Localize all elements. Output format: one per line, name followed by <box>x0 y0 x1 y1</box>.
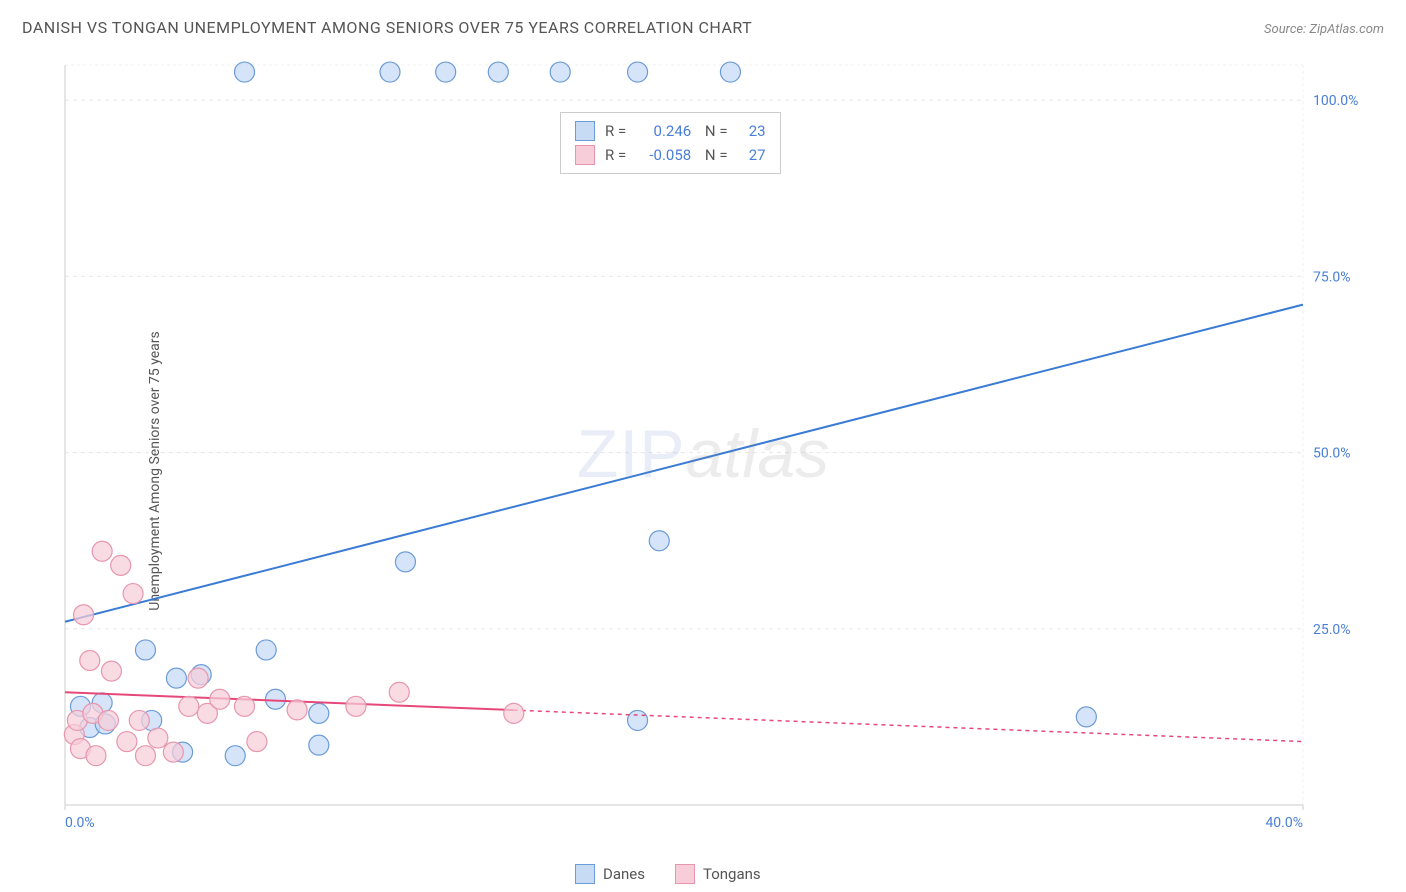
series-swatch <box>575 145 595 165</box>
stat-r-value: 0.246 <box>636 119 691 143</box>
legend-swatch <box>675 864 695 884</box>
stat-n-label: N = <box>701 119 727 143</box>
legend: Danes Tongans <box>575 864 761 884</box>
stats-box: R = 0.246 N = 23 R = -0.058 N = 27 <box>560 112 781 174</box>
stats-row: R = 0.246 N = 23 <box>575 119 766 143</box>
legend-label: Tongans <box>703 865 761 883</box>
stat-n-value: 23 <box>738 119 766 143</box>
svg-text:50.0%: 50.0% <box>1313 446 1351 462</box>
svg-text:75.0%: 75.0% <box>1313 269 1351 285</box>
svg-text:40.0%: 40.0% <box>1265 815 1303 831</box>
legend-item: Tongans <box>675 864 761 884</box>
svg-text:25.0%: 25.0% <box>1313 622 1351 638</box>
stat-r-label: R = <box>605 143 626 167</box>
svg-text:100.0%: 100.0% <box>1313 93 1358 109</box>
scatter-plot: 25.0% 50.0% 75.0% 100.0% 0.0% 40.0% <box>55 60 1375 840</box>
svg-text:0.0%: 0.0% <box>65 815 95 831</box>
legend-item: Danes <box>575 864 645 884</box>
source-label: Source: ZipAtlas.com <box>1264 22 1384 37</box>
series-swatch <box>575 121 595 141</box>
chart-title: DANISH VS TONGAN UNEMPLOYMENT AMONG SENI… <box>22 18 752 37</box>
stat-r-value: -0.058 <box>636 143 691 167</box>
stat-n-label: N = <box>701 143 727 167</box>
chart-container: Unemployment Among Seniors over 75 years… <box>0 50 1406 892</box>
stat-n-value: 27 <box>738 143 766 167</box>
legend-label: Danes <box>603 865 645 883</box>
legend-swatch <box>575 864 595 884</box>
stats-row: R = -0.058 N = 27 <box>575 143 766 167</box>
stat-r-label: R = <box>605 119 626 143</box>
